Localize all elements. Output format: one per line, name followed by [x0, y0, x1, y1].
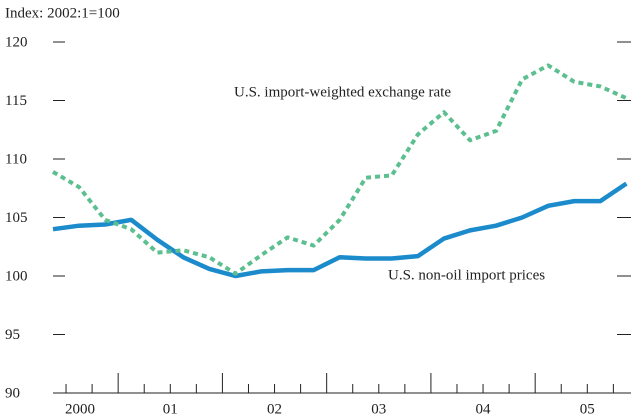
y-tick-label: 90 [5, 385, 20, 401]
x-tick-label: 2000 [65, 401, 95, 417]
x-tick-label: 04 [476, 401, 492, 417]
x-tick-label: 02 [267, 401, 282, 417]
x-tick-label: 03 [371, 401, 386, 417]
x-tick-label: 01 [163, 401, 178, 417]
y-tick-label: 115 [5, 93, 27, 109]
series-label: U.S. import-weighted exchange rate [234, 84, 451, 100]
series-line [51, 63, 628, 276]
y-tick-label: 110 [5, 151, 27, 167]
series-line [52, 181, 628, 279]
y-tick-label: 100 [5, 268, 28, 284]
chart-subtitle: Index: 2002:1=100 [5, 5, 120, 21]
y-tick-label: 120 [5, 34, 28, 50]
y-tick-label: 105 [5, 210, 28, 226]
x-tick-label: 05 [580, 401, 595, 417]
y-tick-label: 95 [5, 327, 20, 343]
series-label: U.S. non-oil import prices [388, 267, 545, 283]
